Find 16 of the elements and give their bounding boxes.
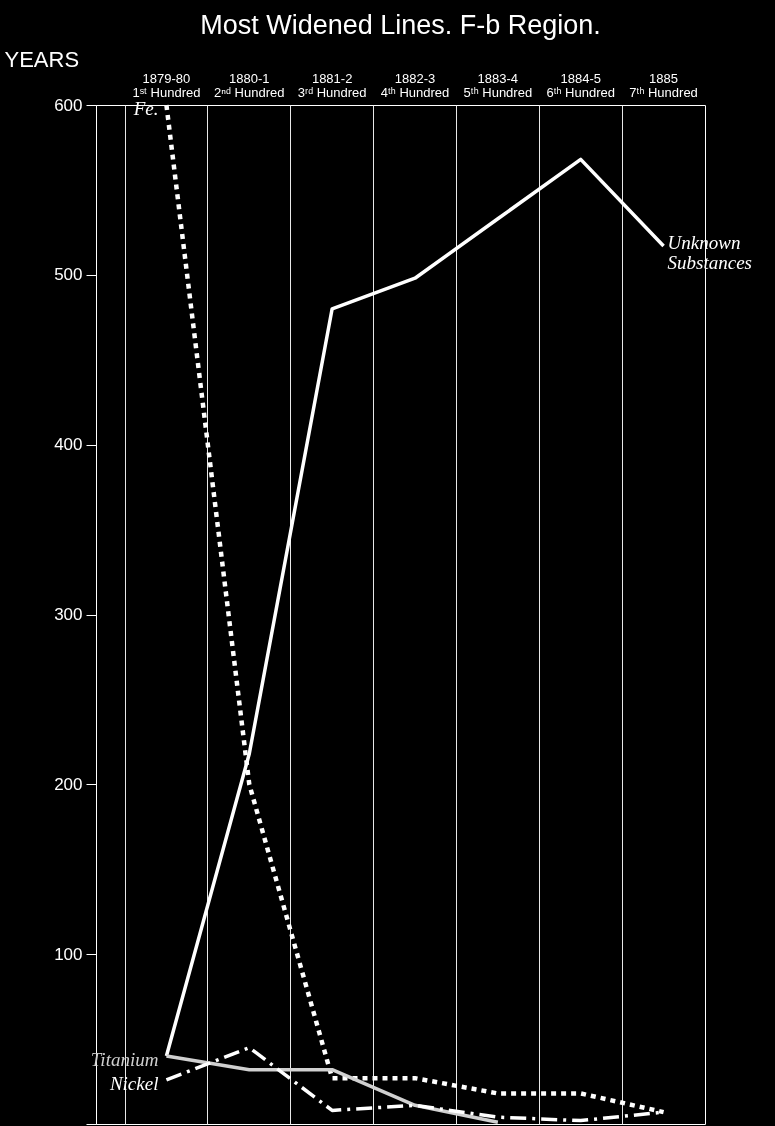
x-tick-label: 1883-4 5ᵗʰ Hundred	[463, 70, 533, 100]
y-tick-label: 500	[54, 265, 83, 285]
y-tick-label: 100	[54, 944, 83, 964]
x-tick-label: 1884-5 6ᵗʰ Hundred	[546, 70, 615, 100]
x-axis-title: YEARS	[4, 46, 80, 72]
x-tick-label: 1880-1 2ⁿᵈ Hundred	[214, 70, 285, 100]
x-tick-label: 1879-80 1ˢᵗ Hundred	[132, 70, 201, 100]
y-tick-label: 400	[54, 435, 83, 455]
y-tick-label: 200	[54, 774, 83, 794]
x-tick-label: 1882-3 4ᵗʰ Hundred	[380, 70, 450, 100]
y-tick-label: 300	[54, 605, 83, 624]
x-tick-label: 1881-2 3ʳᵈ Hundred	[297, 70, 367, 100]
chart-title: Most Widened Lines. F-b Region.	[200, 10, 601, 40]
line-series	[164, 1054, 500, 1125]
x-tick-label: 1885 7ᵗʰ Hundred	[629, 70, 698, 100]
y-tick-label: 600	[54, 95, 83, 115]
